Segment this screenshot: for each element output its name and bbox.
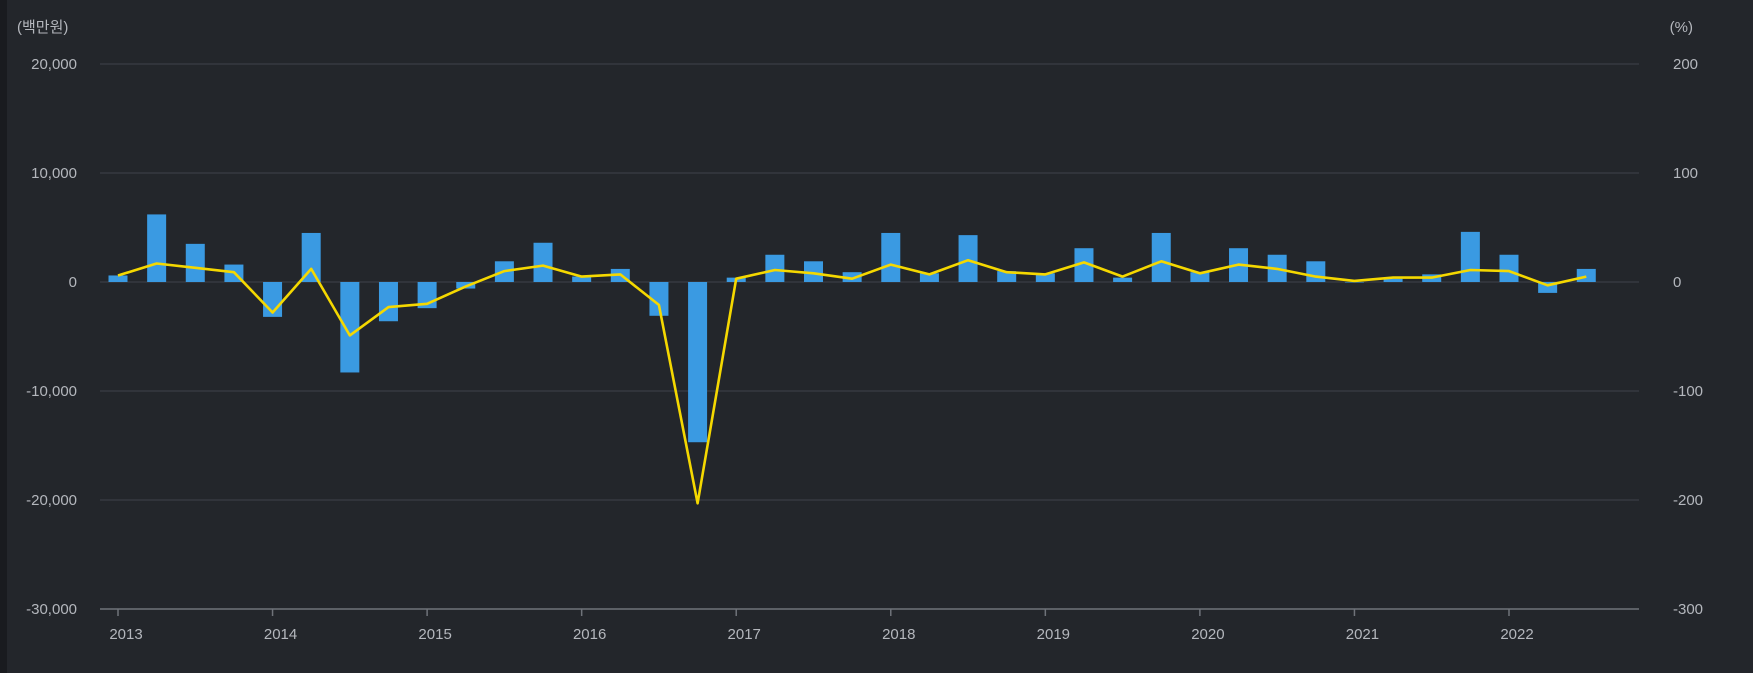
x-tick-label: 2015 [418, 626, 451, 643]
bar [340, 282, 360, 373]
x-tick-label: 2013 [109, 626, 142, 643]
x-tick-label: 2017 [728, 626, 761, 643]
y-left-tick-label: 20,000 [31, 56, 77, 73]
bar [1383, 278, 1403, 282]
bar [1576, 268, 1596, 282]
right-axis-unit: (%) [1670, 19, 1693, 36]
y-right-tick-label: -200 [1673, 492, 1703, 509]
y-right-tick-label: 200 [1673, 56, 1698, 73]
x-tick-label: 2018 [882, 626, 915, 643]
bar [1499, 254, 1519, 282]
bar [147, 214, 167, 282]
bar [1113, 277, 1133, 282]
combo-chart: (백만원) (%) 20,000 10,000 0 -10,000 -20,000 -30… [17, 19, 1703, 643]
gridlines [100, 63, 1639, 501]
y-left-tick-label: -20,000 [26, 492, 77, 509]
bar [765, 254, 785, 282]
x-tick-label: 2019 [1037, 626, 1070, 643]
x-tick-label: 2022 [1500, 626, 1533, 643]
y-left-tick-label: -10,000 [26, 383, 77, 400]
y-left-tick-label: 0 [69, 274, 77, 291]
bar [1538, 282, 1558, 293]
bar [1190, 272, 1210, 282]
bar [1344, 282, 1364, 283]
bar [108, 275, 128, 282]
left-axis-unit: (백만원) [17, 19, 68, 36]
bar [533, 242, 553, 282]
bar [1151, 232, 1171, 282]
bar [881, 232, 901, 282]
line-series [117, 258, 1587, 505]
bar [1074, 248, 1094, 282]
bar [301, 232, 321, 282]
bar [572, 276, 592, 282]
bar [997, 271, 1017, 282]
bar [185, 243, 205, 282]
bar [958, 235, 978, 282]
bar [919, 273, 939, 282]
axes: 20,000 10,000 0 -10,000 -20,000 -30,000 200 100… [26, 56, 1703, 643]
y-right-tick-label: 100 [1673, 165, 1698, 182]
bar [1035, 273, 1055, 282]
bar-series [108, 214, 1596, 443]
y-right-tick-label: -100 [1673, 383, 1703, 400]
x-tick-label: 2020 [1191, 626, 1224, 643]
bar [842, 272, 862, 282]
bar [649, 282, 669, 316]
chart-panel: (백만원) (%) 20,000 10,000 0 -10,000 -20,000 -30… [7, 0, 1753, 673]
y-left-tick-label: -30,000 [26, 601, 77, 618]
x-tick-label: 2021 [1346, 626, 1379, 643]
bar [378, 282, 398, 322]
y-left-tick-label: 10,000 [31, 165, 77, 182]
x-tick-label: 2014 [264, 626, 297, 643]
line-path [117, 258, 1587, 505]
bar [1306, 261, 1326, 282]
bar [1460, 231, 1480, 282]
y-right-tick-label: -300 [1673, 601, 1703, 618]
x-tick-label: 2016 [573, 626, 606, 643]
bar [804, 261, 823, 282]
y-right-tick-label: 0 [1673, 274, 1681, 291]
bar [688, 282, 708, 443]
